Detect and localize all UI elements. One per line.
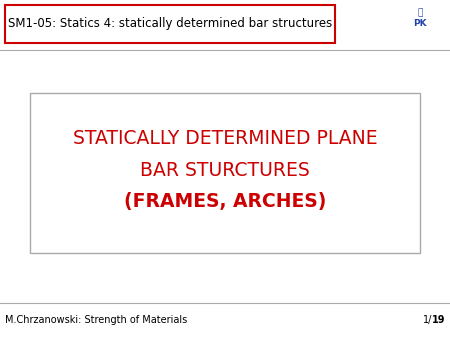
Text: 1/: 1/ [423, 315, 432, 325]
Text: STATICALLY DETERMINED PLANE: STATICALLY DETERMINED PLANE [73, 128, 377, 147]
Text: Ⓜ
PK: Ⓜ PK [413, 8, 427, 28]
Text: SM1-05: Statics 4: statically determined bar structures: SM1-05: Statics 4: statically determined… [8, 18, 332, 30]
Text: BAR STURCTURES: BAR STURCTURES [140, 161, 310, 179]
Bar [30, 93, 420, 253]
Text: 19: 19 [432, 315, 445, 325]
Text: (FRAMES, ARCHES): (FRAMES, ARCHES) [124, 193, 326, 212]
Text: M.Chrzanowski: Strength of Materials: M.Chrzanowski: Strength of Materials [5, 315, 187, 325]
Bar [5, 5, 335, 43]
